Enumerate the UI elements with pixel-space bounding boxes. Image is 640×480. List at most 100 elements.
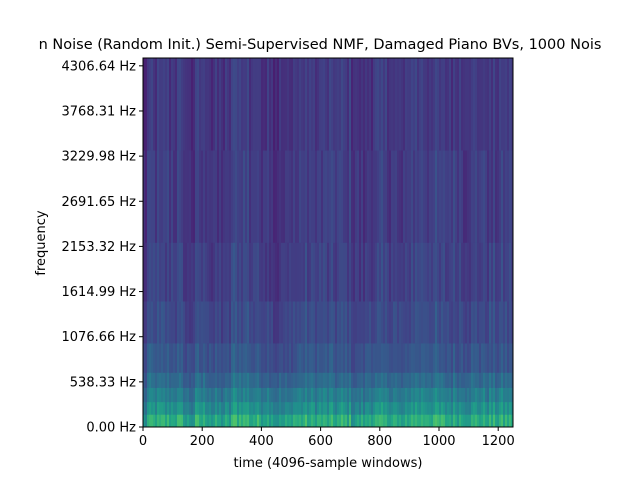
heatmap-cell [279,372,282,388]
heatmap-cell [167,242,170,302]
heatmap-cell [329,58,332,151]
heatmap-cell [297,242,300,302]
heatmap-cell [329,387,332,403]
heatmap-cell [273,372,276,388]
heatmap-cell [145,387,148,403]
heatmap-cell [343,242,346,302]
heatmap-cell [241,414,244,428]
heatmap-cell [413,150,416,243]
heatmap-cell [457,372,460,388]
heatmap-cell [385,372,388,388]
heatmap-cell [255,301,258,344]
heatmap-cell [477,150,480,243]
heatmap-cell [421,414,424,428]
heatmap-cell [159,414,162,428]
heatmap-cell [149,387,152,403]
y-tick-label: 1076.66 Hz [62,330,137,345]
heatmap-cell [369,372,372,388]
heatmap-cell [255,387,258,403]
heatmap-cell [483,150,486,243]
heatmap-cell [239,301,242,344]
heatmap-cell [345,414,348,428]
heatmap-cell [413,387,416,403]
heatmap-cell [467,414,470,428]
heatmap-cell [485,242,488,302]
heatmap-cell [281,401,284,415]
heatmap-cell [271,301,274,344]
heatmap-cell [459,343,462,373]
heatmap-cell [193,414,196,428]
heatmap-cell [201,58,204,151]
heatmap-cell [491,414,494,428]
heatmap-cell [159,401,162,415]
heatmap-cell [499,343,502,373]
heatmap-cell [473,58,476,151]
heatmap-cell [481,372,484,388]
heatmap-cell [483,401,486,415]
heatmap-cell [415,372,418,388]
heatmap-cell [147,242,150,302]
heatmap-cell [357,343,360,373]
heatmap-cell [333,242,336,302]
heatmap-cell [309,301,312,344]
heatmap-cell [475,372,478,388]
heatmap-cell [241,301,244,344]
heatmap-cell [299,58,302,151]
heatmap-cell [379,242,382,302]
heatmap-cell [285,150,288,243]
heatmap-cell [289,414,292,428]
heatmap-cell [237,343,240,373]
heatmap-cell [271,150,274,243]
heatmap-cell [423,58,426,151]
heatmap-cell [185,301,188,344]
heatmap-cell [449,401,452,415]
heatmap-cell [339,58,342,151]
heatmap-cell [405,414,408,428]
heatmap-cell [417,150,420,243]
heatmap-cell [155,387,158,403]
heatmap-cell [149,301,152,344]
heatmap-cell [401,372,404,388]
heatmap-cell [175,301,178,344]
heatmap-cell [313,414,316,428]
heatmap-cell [285,242,288,302]
heatmap-cell [431,343,434,373]
heatmap-cell [391,372,394,388]
heatmap-cell [467,301,470,344]
heatmap-cell [439,372,442,388]
heatmap-cell [157,401,160,415]
heatmap-cell [243,372,246,388]
heatmap-cell [465,372,468,388]
heatmap-cell [207,414,210,428]
heatmap-cell [407,343,410,373]
heatmap-cell [169,343,172,373]
heatmap-cell [361,372,364,388]
heatmap-cell [295,242,298,302]
heatmap-cell [457,387,460,403]
heatmap-cell [485,343,488,373]
heatmap-cell [439,343,442,373]
heatmap-cell [247,58,250,151]
heatmap-cell [497,372,500,388]
heatmap-cell [445,401,448,415]
heatmap-cell [487,150,490,243]
heatmap-cell [301,242,304,302]
heatmap-cell [323,343,326,373]
heatmap-cell [323,414,326,428]
heatmap-cell [145,150,148,243]
heatmap-cell [319,387,322,403]
heatmap-cell [439,242,442,302]
heatmap-cell [449,343,452,373]
heatmap-cell [255,150,258,243]
heatmap-cell [473,401,476,415]
heatmap-cell [495,372,498,388]
heatmap-cell [455,401,458,415]
heatmap-cell [189,401,192,415]
heatmap-cell [283,372,286,388]
heatmap-cell [477,301,480,344]
heatmap-cell [259,343,262,373]
heatmap-cell [269,414,272,428]
heatmap-cell [429,242,432,302]
heatmap-cell [485,387,488,403]
